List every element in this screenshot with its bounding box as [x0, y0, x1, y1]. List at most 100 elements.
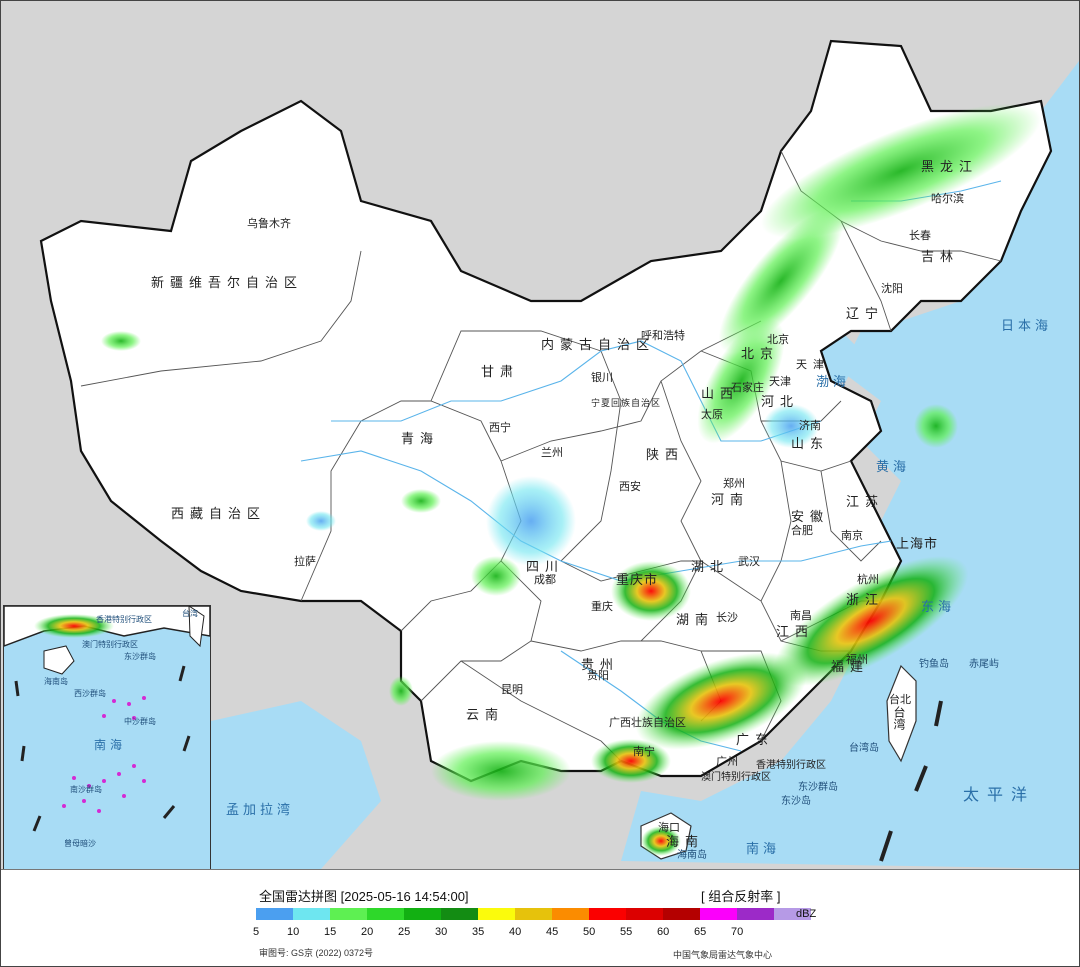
unit-label: dBZ	[796, 908, 817, 920]
bay-of-bengal	[211, 701, 381, 869]
legend-tick-label: 55	[620, 926, 633, 938]
city-label-lhasa: 拉萨	[294, 556, 316, 568]
legend-tick-label: 50	[583, 926, 596, 938]
legend-swatch	[626, 908, 663, 920]
province-label-shandong: 山东	[791, 436, 830, 451]
province-label-taiwan: 台湾	[892, 706, 906, 730]
island-label-chiwei: 赤尾屿	[969, 659, 999, 670]
map-title: 全国雷达拼图 [2025-05-16 14:54:00]	[259, 889, 469, 904]
city-label-changsha: 长沙	[716, 612, 738, 624]
inset-label-taiwan: 台湾	[182, 609, 198, 618]
legend-panel: 全国雷达拼图 [2025-05-16 14:54:00] [ 组合反射率 ] d…	[1, 869, 1079, 966]
city-label-hangzhou: 杭州	[857, 574, 879, 586]
city-label-guangzhou: 广州	[716, 756, 738, 768]
city-label-kunming: 昆明	[501, 684, 523, 696]
city-label-nanchang: 南昌	[790, 610, 812, 622]
province-label-hebei: 河北	[761, 394, 800, 409]
island-label-dongsha-island: 东沙岛	[781, 796, 811, 807]
city-label-taipei: 台北	[889, 694, 911, 706]
island-label-taiwan-island: 台湾岛	[849, 743, 879, 754]
inset-canvas	[4, 606, 210, 832]
province-label-gansu: 甘肃	[481, 364, 520, 379]
legend-swatch	[441, 908, 478, 920]
sea-label-japan: 日本海	[1001, 318, 1053, 333]
radar-echoes	[101, 103, 1041, 856]
island-label-diaoyu: 钓鱼岛	[919, 659, 949, 670]
sea-label-bengal: 孟加拉湾	[226, 802, 295, 817]
province-label-heilongjiang: 黑龙江	[921, 159, 979, 174]
city-label-yinchuan: 银川	[591, 372, 613, 384]
province-label-shaanxi: 陕西	[646, 447, 685, 462]
legend-tick-label: 20	[361, 926, 374, 938]
province-label-liaoning: 辽宁	[846, 306, 885, 321]
province-label-jiangxi: 江西	[776, 624, 815, 639]
city-label-haikou: 海口	[658, 822, 680, 834]
legend-tick-label: 40	[509, 926, 522, 938]
south-china-sea-inset: 南海 香港特别行政区 澳门特别行政区 海南岛 东沙群岛 西沙群岛 中沙群岛 南沙…	[3, 605, 211, 869]
province-label-jilin: 吉林	[921, 249, 960, 264]
sea-label-bohai: 渤海	[816, 374, 851, 389]
city-label-nanjing: 南京	[841, 530, 863, 542]
province-label-zhejiang: 浙江	[846, 592, 885, 607]
province-label-guizhou: 贵州	[581, 657, 620, 672]
province-label-shanxi: 山西	[701, 386, 740, 401]
province-label-guangdong: 广东	[736, 732, 775, 747]
legend-tick-label: 5	[253, 926, 260, 938]
province-label-fujian: 福建	[831, 659, 870, 674]
province-label-yunnan: 云南	[466, 707, 505, 722]
city-label-harbin: 哈尔滨	[931, 193, 964, 205]
city-label-nanning: 南宁	[633, 746, 655, 758]
agency-name: 中国气象局雷达气象中心	[673, 950, 773, 960]
legend-swatch	[663, 908, 700, 920]
city-label-chongqing: 重庆	[591, 601, 613, 613]
legend-tick-label: 35	[472, 926, 485, 938]
legend-swatch	[478, 908, 515, 920]
legend-swatch	[367, 908, 404, 920]
province-label-xinjiang: 新疆维吾尔自治区	[151, 275, 304, 290]
city-label-shenyang: 沈阳	[881, 283, 903, 295]
scale-ticks: 5 10 15 20 25 30 35 40 45 50 55 60 65 70	[1, 926, 901, 940]
province-label-neimenggu: 内蒙古自治区	[541, 337, 656, 352]
city-label-fuzhou: 福州	[846, 654, 868, 666]
legend-swatch	[293, 908, 330, 920]
city-label-taiyuan: 太原	[701, 409, 723, 421]
boundary-dashes	[879, 700, 943, 862]
city-label-chengdu: 成都	[534, 574, 556, 586]
city-label-beijing: 北京	[767, 334, 789, 346]
city-label-lanzhou: 兰州	[541, 447, 563, 459]
island-label-hainan-island: 海南岛	[677, 850, 707, 861]
legend-tick-label: 60	[657, 926, 670, 938]
legend-swatch	[404, 908, 441, 920]
sea-label-yellow: 黄海	[876, 459, 911, 474]
city-label-tianjin: 天津	[769, 376, 791, 388]
province-label-chongqing: 重庆市	[616, 572, 659, 587]
legend-tick-label: 45	[546, 926, 559, 938]
province-label-shanghai: 上海市	[896, 536, 939, 551]
province-label-guangxi: 广西壮族自治区	[609, 717, 686, 729]
province-label-beijing: 北京	[741, 346, 780, 361]
province-label-ningxia: 宁夏回族自治区	[591, 398, 662, 408]
province-label-hongkong: 香港特别行政区	[756, 760, 826, 771]
inset-label-xisha: 西沙群岛	[74, 689, 106, 698]
legend-swatch	[256, 908, 293, 920]
city-label-xian: 西安	[619, 481, 641, 493]
legend-swatch	[330, 908, 367, 920]
city-label-changchun: 长春	[909, 230, 931, 242]
legend-swatch	[515, 908, 552, 920]
city-label-shijiazhuang: 石家庄	[731, 382, 764, 394]
inset-label-dongsha: 东沙群岛	[124, 652, 156, 661]
legend-tick-label: 70	[731, 926, 744, 938]
province-label-xizang: 西藏自治区	[171, 506, 267, 521]
city-label-jinan: 济南	[799, 420, 821, 432]
city-label-guiyang: 贵阳	[587, 670, 609, 682]
province-label-hubei: 湖北	[691, 559, 730, 574]
legend-tick-label: 10	[287, 926, 300, 938]
legend-swatch	[774, 908, 811, 920]
inset-label-hongkong: 香港特别行政区	[96, 615, 152, 624]
province-label-jiangsu: 江苏	[846, 494, 885, 509]
city-label-wuhan: 武汉	[738, 556, 760, 568]
legend-swatch	[589, 908, 626, 920]
review-number: 审图号: GS京 (2022) 0372号	[259, 948, 374, 958]
inset-label-macao: 澳门特别行政区	[82, 640, 138, 649]
